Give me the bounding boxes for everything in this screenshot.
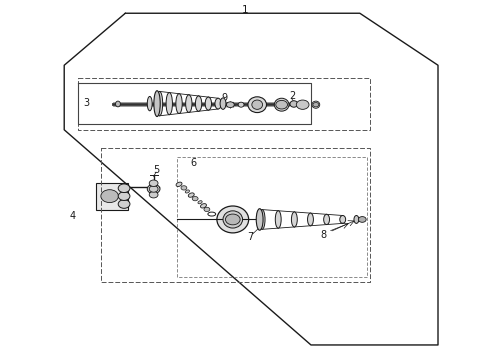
Circle shape xyxy=(358,217,366,222)
Circle shape xyxy=(147,184,160,194)
Ellipse shape xyxy=(188,193,194,197)
Ellipse shape xyxy=(166,93,172,115)
Circle shape xyxy=(118,200,130,208)
Ellipse shape xyxy=(185,190,190,193)
Ellipse shape xyxy=(176,182,182,186)
Circle shape xyxy=(149,192,158,198)
Ellipse shape xyxy=(274,98,289,111)
Text: 9: 9 xyxy=(221,93,227,103)
Text: 4: 4 xyxy=(70,211,76,221)
Ellipse shape xyxy=(217,206,248,233)
Ellipse shape xyxy=(226,102,234,108)
Ellipse shape xyxy=(324,214,330,225)
Ellipse shape xyxy=(154,91,160,117)
Circle shape xyxy=(296,100,309,109)
Text: 2: 2 xyxy=(289,91,295,102)
Ellipse shape xyxy=(196,96,202,111)
Ellipse shape xyxy=(292,212,297,227)
Text: 5: 5 xyxy=(153,165,159,175)
Ellipse shape xyxy=(186,95,192,112)
Text: 3: 3 xyxy=(83,98,89,108)
FancyBboxPatch shape xyxy=(96,183,128,210)
Circle shape xyxy=(181,186,187,190)
Ellipse shape xyxy=(340,216,345,224)
Ellipse shape xyxy=(200,204,206,208)
Ellipse shape xyxy=(259,210,265,229)
Ellipse shape xyxy=(215,98,221,109)
Circle shape xyxy=(149,186,158,192)
Text: 6: 6 xyxy=(191,158,197,168)
Circle shape xyxy=(204,207,210,212)
Ellipse shape xyxy=(290,101,298,107)
Circle shape xyxy=(192,197,198,201)
Text: 1: 1 xyxy=(242,5,248,15)
Ellipse shape xyxy=(238,102,244,107)
Ellipse shape xyxy=(156,91,163,116)
Ellipse shape xyxy=(223,211,243,228)
Ellipse shape xyxy=(256,209,263,230)
Circle shape xyxy=(101,190,119,203)
Ellipse shape xyxy=(354,216,359,224)
Ellipse shape xyxy=(116,101,121,107)
Ellipse shape xyxy=(312,101,320,108)
Circle shape xyxy=(313,103,319,107)
Text: 7: 7 xyxy=(247,232,253,242)
Circle shape xyxy=(149,180,158,186)
Ellipse shape xyxy=(205,97,212,110)
Circle shape xyxy=(276,100,288,109)
Ellipse shape xyxy=(252,100,263,109)
Ellipse shape xyxy=(220,98,226,109)
Circle shape xyxy=(225,214,240,225)
Ellipse shape xyxy=(147,96,152,111)
Ellipse shape xyxy=(198,201,202,204)
Ellipse shape xyxy=(176,94,182,113)
Circle shape xyxy=(118,192,130,201)
Ellipse shape xyxy=(308,213,314,226)
Ellipse shape xyxy=(248,97,267,113)
Text: 8: 8 xyxy=(320,230,326,239)
Ellipse shape xyxy=(275,211,281,228)
Circle shape xyxy=(118,184,130,193)
